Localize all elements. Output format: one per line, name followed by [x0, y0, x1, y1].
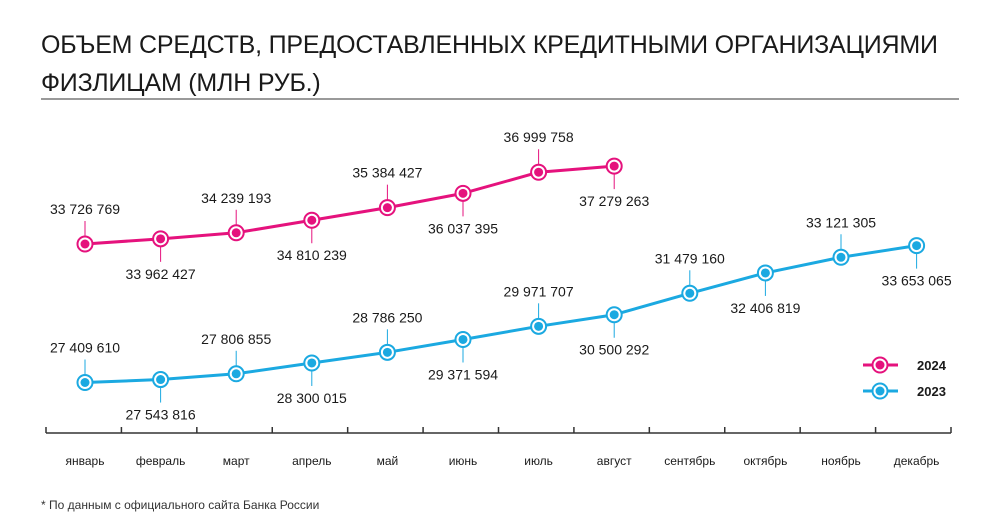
x-tick-label-1: январь: [66, 454, 105, 468]
title-divider: [41, 98, 959, 100]
legend-marker-2023: [875, 386, 885, 396]
data-label-2024-4: 34 810 239: [277, 247, 347, 263]
x-tick-label-4: апрель: [292, 454, 331, 468]
legend-marker-2024: [875, 360, 885, 370]
data-label-2023-7: 29 971 707: [504, 283, 574, 299]
data-label-2023-1: 27 409 610: [50, 340, 120, 356]
data-point-2023-10: [760, 268, 770, 278]
data-point-2024-6: [458, 188, 468, 198]
chart-title-line-2: ФИЗЛИЦАМ (МЛН РУБ.): [41, 69, 321, 97]
x-tick-label-8: август: [597, 454, 632, 468]
data-point-2023-6: [458, 334, 468, 344]
data-point-2023-12: [912, 241, 922, 251]
data-point-2023-5: [382, 347, 392, 357]
x-tick-label-5: май: [377, 454, 399, 468]
data-label-2023-10: 32 406 819: [730, 300, 800, 316]
data-point-2023-2: [156, 375, 166, 385]
data-point-2024-1: [80, 239, 90, 249]
data-label-2024-6: 36 037 395: [428, 220, 498, 236]
x-tick-label-10: октябрь: [743, 454, 787, 468]
data-point-2023-11: [836, 252, 846, 262]
data-label-2023-6: 29 371 594: [428, 366, 498, 382]
data-label-2023-3: 27 806 855: [201, 331, 271, 347]
data-point-2024-7: [534, 167, 544, 177]
data-label-2023-2: 27 543 816: [126, 407, 196, 423]
x-tick-label-2: февраль: [136, 454, 186, 468]
data-point-2023-8: [609, 310, 619, 320]
series-line-2023: [84, 244, 917, 384]
data-label-2023-4: 28 300 015: [277, 390, 347, 406]
legend-label-2024: 2024: [917, 358, 947, 373]
data-point-2023-3: [231, 369, 241, 379]
x-tick-label-6: июнь: [449, 454, 478, 468]
source-footnote: * По данным с официального сайта Банка Р…: [41, 498, 320, 512]
chart-title: ОБЪЕМ СРЕДСТВ, ПРЕДОСТАВЛЕННЫХ КРЕДИТНЫМ…: [41, 26, 981, 102]
data-point-2024-4: [307, 215, 317, 225]
series-line-2024: [84, 164, 615, 246]
data-point-2024-3: [231, 228, 241, 238]
data-label-2024-7: 36 999 758: [504, 129, 574, 145]
x-tick-label-9: сентябрь: [664, 454, 715, 468]
data-label-2023-9: 31 479 160: [655, 250, 725, 266]
x-tick-label-11: ноябрь: [821, 454, 861, 468]
data-point-2023-9: [685, 288, 695, 298]
data-point-2024-2: [156, 234, 166, 244]
data-label-2023-11: 33 121 305: [806, 214, 876, 230]
data-label-2024-5: 35 384 427: [352, 165, 422, 181]
data-label-2023-12: 33 653 065: [882, 273, 952, 289]
x-tick-label-3: март: [223, 454, 250, 468]
chart-title-line-1: ОБЪЕМ СРЕДСТВ, ПРЕДОСТАВЛЕННЫХ КРЕДИТНЫМ…: [41, 31, 938, 59]
data-point-2024-8: [609, 161, 619, 171]
data-label-2024-2: 33 962 427: [126, 266, 196, 282]
data-label-2024-8: 37 279 263: [579, 193, 649, 209]
data-label-2024-1: 33 726 769: [50, 201, 120, 217]
data-label-2024-3: 34 239 193: [201, 190, 271, 206]
data-point-2024-5: [382, 203, 392, 213]
data-label-2023-5: 28 786 250: [352, 309, 422, 325]
data-point-2023-4: [307, 358, 317, 368]
data-label-2023-8: 30 500 292: [579, 342, 649, 358]
x-tick-label-7: июль: [524, 454, 553, 468]
data-point-2023-7: [534, 321, 544, 331]
x-tick-label-12: декабрь: [894, 454, 940, 468]
legend-label-2023: 2023: [917, 384, 946, 399]
data-point-2023-1: [80, 378, 90, 387]
